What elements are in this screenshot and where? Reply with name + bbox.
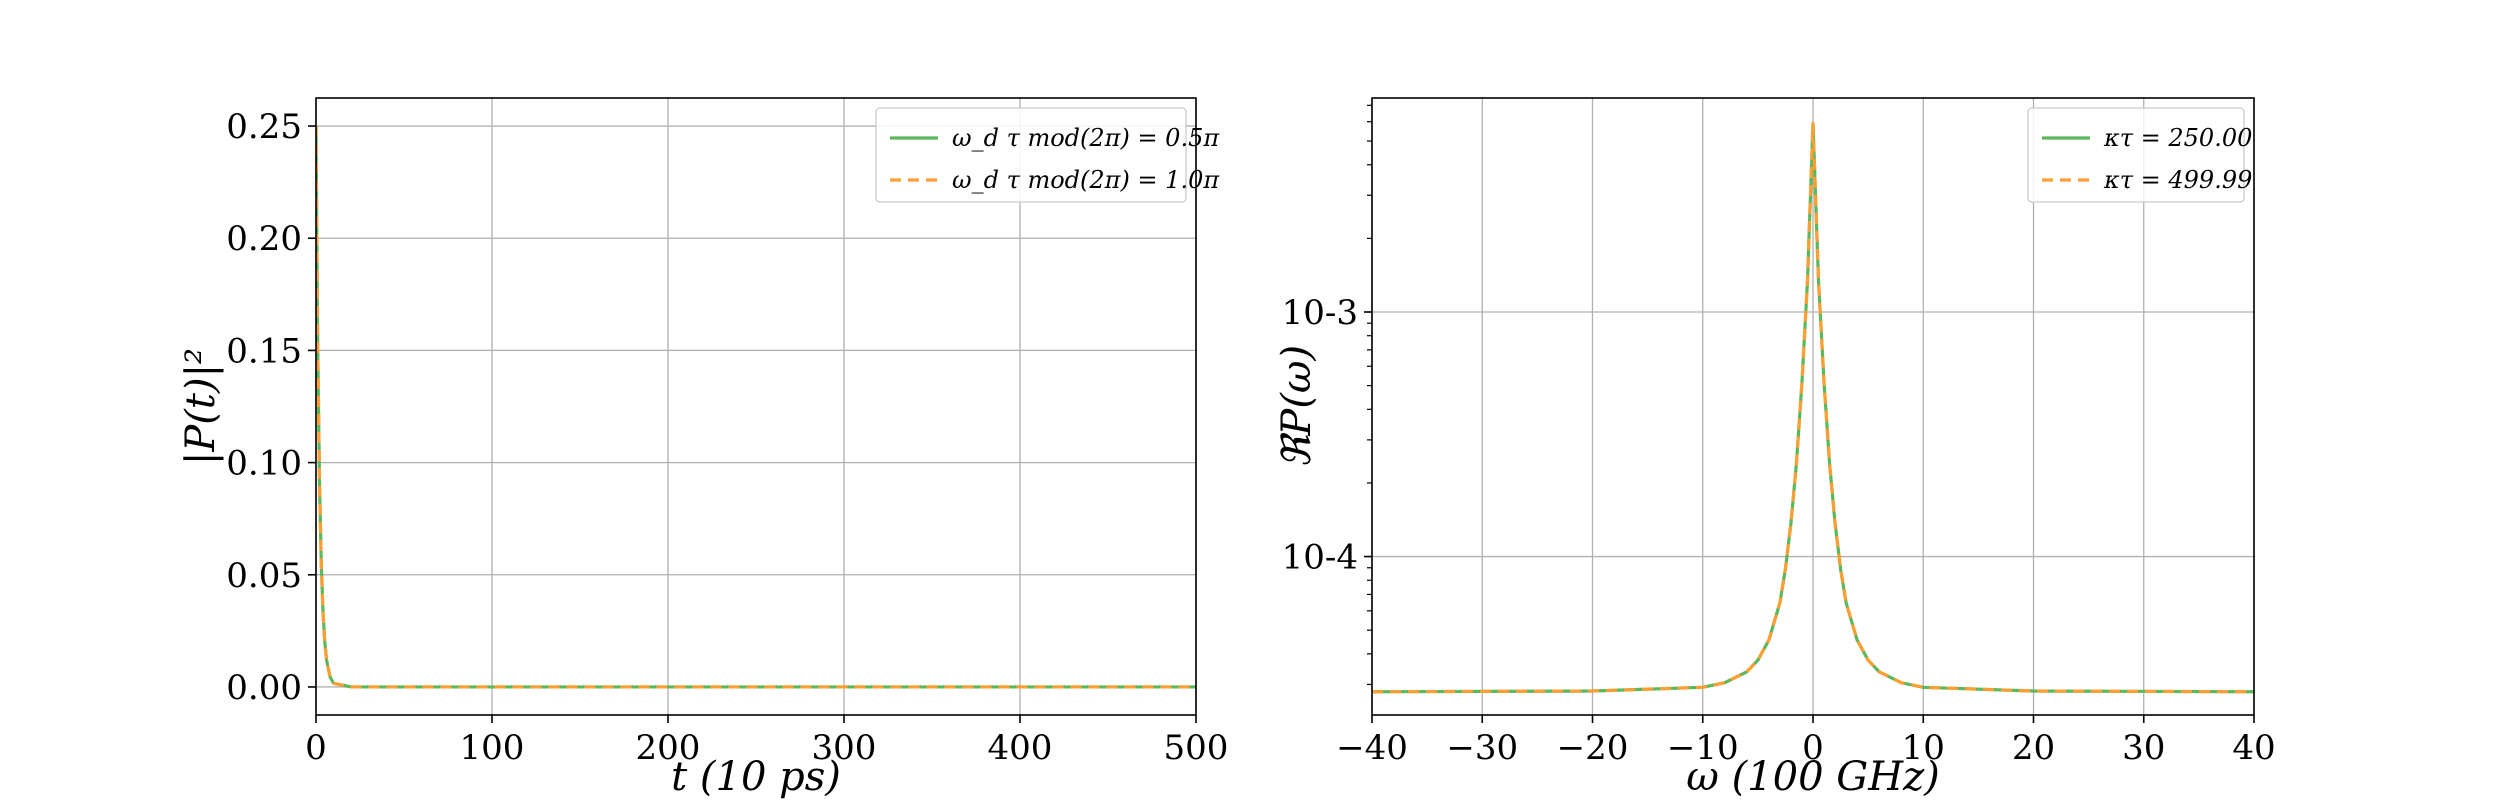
legend-box [875,107,1187,203]
y-tick-label: 0.00 [226,668,302,708]
series-line-2 [316,126,1196,689]
x-tick-label: 10 [1902,728,1945,768]
legend-label-1: ω_d τ mod(2π) = 0.5π [952,124,1220,152]
series-line-2 [1372,121,2254,694]
y-tick-label: 10-3 [1282,293,1358,333]
x-tick-label: 400 [988,728,1053,768]
axes-frame [315,97,1197,716]
x-axis-label: t (10 ps) [671,754,841,800]
x-tick-label: 500 [1164,728,1229,768]
y-tick-label: 0.15 [226,331,302,371]
y-tick-label: 10-4 [1282,538,1358,578]
y-axis-label: |P(t)|² [178,348,224,465]
x-tick-label: 40 [2232,728,2275,768]
left-panel-time-domain: 0 100 200 300 400 500 0.00 0.05 0.10 0.15 0.20 0.25… [178,97,1229,800]
x-tick-label: 0 [1802,728,1824,768]
y-axis-label: ℜP(ω) [1274,345,1320,468]
x-tick-label: −30 [1446,728,1518,768]
right-panel-frequency-domain: −40 −30 −20 −10 0 10 20 30 40 10-4 10-3 ω (100 GHz)… [1274,97,2276,800]
x-tick-label: 300 [812,728,877,768]
series-line-1 [316,126,1196,689]
y-tick-label: 0.10 [226,444,302,484]
x-tick-label: 30 [2122,728,2165,768]
y-tick-label: 0.20 [226,219,302,259]
legend-label-1: κτ = 250.00 [2103,124,2252,152]
x-axis-label: ω (100 GHz) [1686,754,1940,800]
legend-label-2: ω_d τ mod(2π) = 1.0π [952,166,1220,194]
y-tick-label: 0.25 [226,107,302,147]
x-tick-label: 20 [2012,728,2055,768]
y-tick-label: 0.05 [226,556,302,596]
x-tick-label: 0 [305,728,327,768]
x-tick-label: −10 [1667,728,1739,768]
legend-label-2: κτ = 499.99 [2103,166,2252,194]
x-tick-label: 100 [460,728,525,768]
x-tick-label: −20 [1557,728,1629,768]
x-tick-label: 200 [636,728,701,768]
x-tick-label: −40 [1336,728,1408,768]
